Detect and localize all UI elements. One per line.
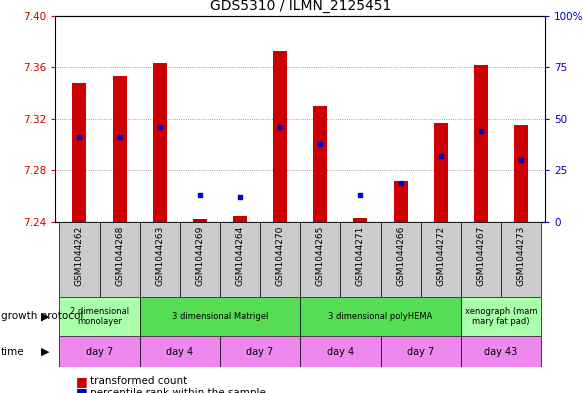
Bar xyxy=(353,218,367,222)
Bar xyxy=(461,297,541,336)
Bar xyxy=(421,222,461,297)
Title: GDS5310 / ILMN_2125451: GDS5310 / ILMN_2125451 xyxy=(209,0,391,13)
Text: growth protocol: growth protocol xyxy=(1,311,83,321)
Bar xyxy=(140,336,220,367)
Bar xyxy=(381,336,461,367)
Text: ■: ■ xyxy=(76,375,87,388)
Text: GSM1044266: GSM1044266 xyxy=(396,226,405,286)
Text: GSM1044272: GSM1044272 xyxy=(436,226,445,286)
Text: day 43: day 43 xyxy=(484,347,518,357)
Bar xyxy=(100,222,140,297)
Bar xyxy=(233,216,247,222)
Bar xyxy=(514,125,528,222)
Bar xyxy=(300,336,381,367)
Text: time: time xyxy=(1,347,25,357)
Text: day 4: day 4 xyxy=(327,347,354,357)
Bar xyxy=(461,222,501,297)
Bar xyxy=(193,219,207,222)
Bar xyxy=(180,222,220,297)
Bar xyxy=(220,222,260,297)
Bar xyxy=(381,222,421,297)
Bar xyxy=(113,76,127,222)
Bar xyxy=(313,106,327,222)
Text: GSM1044263: GSM1044263 xyxy=(155,226,164,286)
Text: GSM1044273: GSM1044273 xyxy=(517,226,525,286)
Text: day 4: day 4 xyxy=(166,347,194,357)
Bar xyxy=(140,222,180,297)
Text: 3 dimensional polyHEMA: 3 dimensional polyHEMA xyxy=(328,312,433,321)
Bar xyxy=(434,123,448,222)
Text: ▶: ▶ xyxy=(41,311,50,321)
Text: GSM1044268: GSM1044268 xyxy=(115,226,124,286)
Bar xyxy=(140,297,300,336)
Bar xyxy=(59,222,100,297)
Text: 2 dimensional
monolayer: 2 dimensional monolayer xyxy=(70,307,129,326)
Text: GSM1044265: GSM1044265 xyxy=(316,226,325,286)
Text: ■: ■ xyxy=(76,386,87,393)
Bar xyxy=(394,181,408,222)
Bar xyxy=(474,65,488,222)
Bar xyxy=(260,222,300,297)
Text: transformed count: transformed count xyxy=(90,376,188,386)
Text: GSM1044262: GSM1044262 xyxy=(75,226,84,286)
Text: xenograph (mam
mary fat pad): xenograph (mam mary fat pad) xyxy=(465,307,537,326)
Bar xyxy=(220,336,300,367)
Text: 3 dimensional Matrigel: 3 dimensional Matrigel xyxy=(172,312,268,321)
Bar xyxy=(300,297,461,336)
Bar xyxy=(340,222,381,297)
Bar xyxy=(273,51,287,222)
Bar xyxy=(153,63,167,222)
Text: day 7: day 7 xyxy=(407,347,434,357)
Text: GSM1044269: GSM1044269 xyxy=(195,226,205,286)
Text: GSM1044264: GSM1044264 xyxy=(236,226,244,286)
Bar xyxy=(461,336,541,367)
Text: GSM1044271: GSM1044271 xyxy=(356,226,365,286)
Text: GSM1044270: GSM1044270 xyxy=(276,226,285,286)
Bar xyxy=(59,297,140,336)
Text: GSM1044267: GSM1044267 xyxy=(476,226,486,286)
Text: day 7: day 7 xyxy=(247,347,274,357)
Bar xyxy=(501,222,541,297)
Text: day 7: day 7 xyxy=(86,347,113,357)
Text: percentile rank within the sample: percentile rank within the sample xyxy=(90,388,266,393)
Bar xyxy=(72,83,86,222)
Text: ▶: ▶ xyxy=(41,347,50,357)
Bar xyxy=(59,336,140,367)
Bar xyxy=(300,222,340,297)
